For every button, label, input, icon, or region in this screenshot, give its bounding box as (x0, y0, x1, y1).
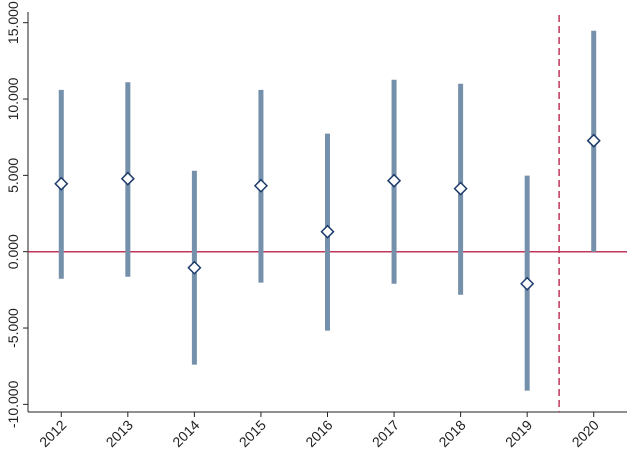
x-tick-label: 2017 (369, 417, 402, 450)
y-tick-label: -10.000 (5, 380, 21, 428)
point-marker (453, 181, 468, 196)
point-marker (120, 171, 135, 186)
point-marker (586, 133, 601, 148)
point-marker (386, 173, 402, 188)
x-tick-label: 2020 (568, 417, 601, 450)
point-marker (520, 276, 535, 291)
point-marker (320, 224, 335, 239)
x-tick-label: 2018 (435, 417, 468, 450)
x-tick-label: 2016 (302, 417, 335, 450)
point-marker (54, 176, 69, 191)
y-tick-label: -5.000 (5, 308, 21, 348)
point-marker (253, 178, 269, 193)
x-tick-label: 2015 (236, 417, 269, 450)
x-tick-label: 2013 (103, 417, 136, 450)
point-marker (187, 260, 202, 275)
y-tick-label: 0.000 (5, 234, 21, 269)
x-tick-label: 2014 (169, 417, 202, 450)
x-tick-label: 2019 (502, 417, 535, 450)
y-tick-label: 10.000 (5, 77, 21, 120)
y-tick-label: 15.000 (5, 1, 21, 44)
y-tick-label: 5.000 (5, 158, 21, 193)
x-tick-label: 2012 (36, 417, 69, 450)
